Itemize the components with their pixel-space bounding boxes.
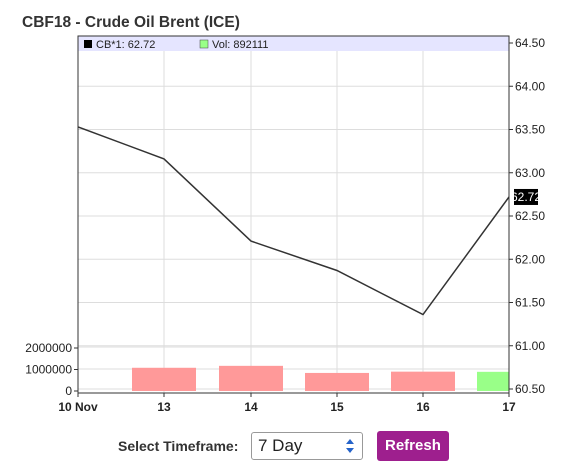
refresh-button[interactable]: Refresh: [377, 431, 449, 461]
legend-volume-swatch: [199, 39, 209, 49]
y-tick-label: 63.00: [515, 166, 545, 180]
vol-tick-label: 1000000: [25, 363, 72, 377]
y-tick-label: 61.50: [515, 296, 545, 310]
y-tick-label: 61.00: [515, 339, 545, 353]
x-tick-label: 10 Nov: [58, 400, 98, 414]
x-tick-label: 16: [416, 400, 430, 414]
y-tick-label: 62.50: [515, 209, 545, 223]
volume-axis: 2000000 1000000 0: [25, 341, 78, 398]
legend-volume-text: Vol: 892111: [212, 39, 268, 51]
plot-frame: [77, 35, 510, 394]
last-price-label: 62.72: [511, 190, 541, 204]
chart-title: CBF18 - Crude Oil Brent (ICE): [22, 14, 240, 31]
timeframe-select[interactable]: 7 Day: [251, 432, 363, 460]
x-tick-label: 14: [244, 400, 258, 414]
vol-tick-label: 0: [65, 384, 72, 398]
x-tick-label: 15: [330, 400, 344, 414]
volume-bar: [477, 371, 509, 391]
y-tick-label: 64.50: [515, 36, 545, 50]
volume-bar: [132, 367, 196, 391]
x-tick-label: 17: [502, 400, 516, 414]
volume-bars: [132, 365, 509, 391]
timeframe-label: Select Timeframe:: [118, 438, 239, 454]
grid-lines: [78, 36, 509, 393]
y-tick-label: 63.50: [515, 123, 545, 137]
vol-tick-label: 2000000: [25, 341, 72, 355]
legend-band: [78, 36, 509, 51]
last-price-box: [514, 188, 538, 205]
volume-bar: [219, 365, 283, 391]
select-arrows-icon: [346, 439, 354, 453]
price-line: [77, 126, 510, 316]
date-axis: 10 Nov 13 14 15 16 17: [58, 393, 516, 414]
timeframe-controls: Select Timeframe: 7 Day Refresh: [0, 430, 578, 462]
y-tick-label: 62.00: [515, 252, 545, 266]
legend-price-swatch: [84, 40, 92, 48]
timeframe-value: 7 Day: [258, 436, 303, 455]
last-price-marker: 62.72: [511, 188, 541, 205]
legend-price-text: CB*1: 62.72: [96, 39, 155, 51]
x-tick-label: 13: [157, 400, 171, 414]
y-tick-label: 64.00: [515, 79, 545, 93]
volume-bar: [391, 371, 455, 391]
volume-bar: [305, 372, 369, 391]
y-tick-label: 60.50: [515, 382, 545, 396]
price-axis: 64.50 64.00 63.50 63.00 62.50 62.00 61.50 61.00…: [509, 36, 545, 396]
price-chart: 64.50 64.00 63.50 63.00 62.50 62.00 61.50 61.00…: [25, 35, 545, 414]
